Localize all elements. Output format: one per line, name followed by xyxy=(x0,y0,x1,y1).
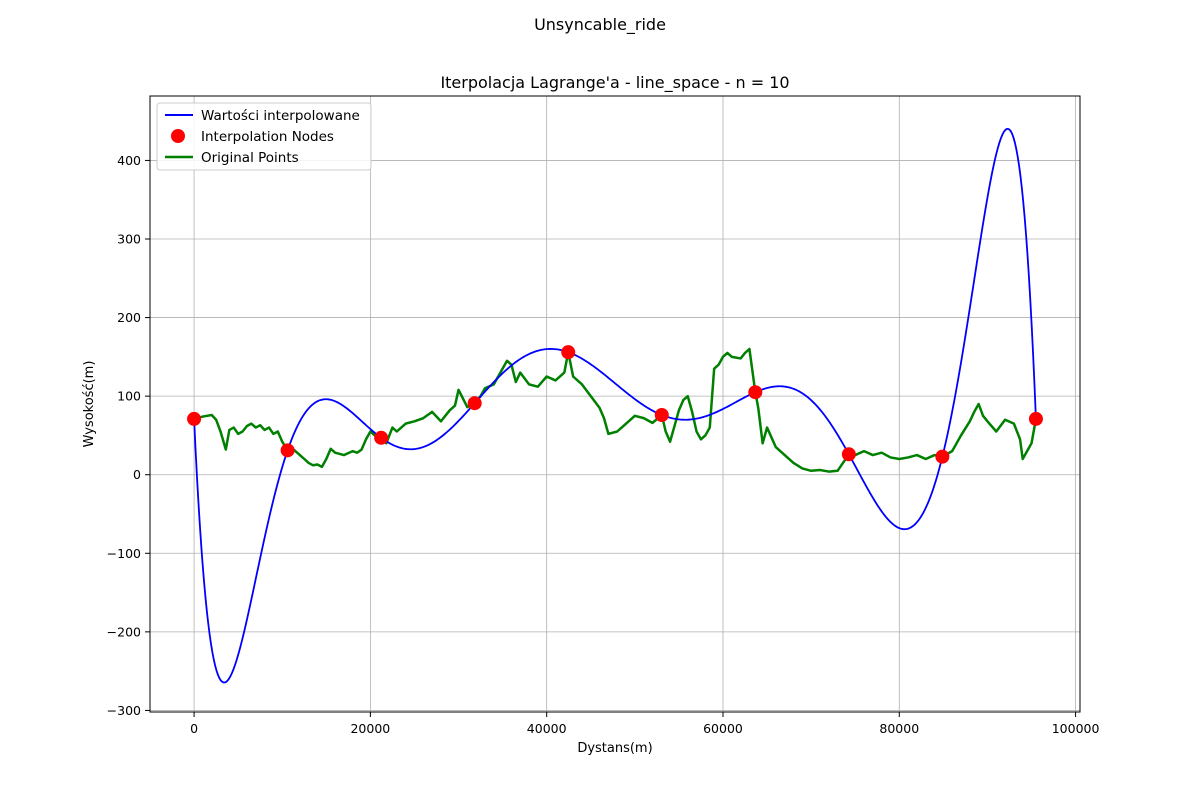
series-interpolated-line xyxy=(193,127,1037,684)
y-tick-label: 100 xyxy=(117,389,141,404)
x-axis-label: Dystans(m) xyxy=(577,741,652,756)
y-tick-label: −100 xyxy=(107,546,141,561)
y-tick-label: 200 xyxy=(117,310,141,325)
legend-frame xyxy=(156,102,372,171)
interpolation-node xyxy=(1028,411,1043,426)
y-tick-label: 0 xyxy=(133,467,141,482)
y-tick-label: −300 xyxy=(107,703,141,718)
interpolation-node xyxy=(187,411,202,426)
legend-label-interpolated: Wartości interpolowane xyxy=(201,108,360,124)
interpolation-node xyxy=(280,443,295,458)
interpolation-node xyxy=(374,430,389,445)
series-original-points-line xyxy=(193,347,1038,473)
interpolation-node xyxy=(841,447,856,462)
legend-label-nodes: Interpolation Nodes xyxy=(201,129,334,145)
ticks: 0 20000 40000 60000 80000 100000 −300 −200 −100 0… xyxy=(107,153,1100,736)
interpolation-node xyxy=(935,449,950,464)
y-tick-label: −200 xyxy=(107,624,141,639)
x-tick-label: 80000 xyxy=(879,721,919,736)
legend-swatch-nodes xyxy=(171,129,185,143)
figure-suptitle: Unsyncable_ride xyxy=(534,15,666,35)
chart-title: Iterpolacja Lagrange'a - line_space - n … xyxy=(440,73,789,93)
legend: Wartości interpolowane Interpolation Nod… xyxy=(156,102,372,171)
plot-frame xyxy=(149,95,1081,713)
x-tick-label: 60000 xyxy=(703,721,743,736)
grid xyxy=(150,96,1080,712)
interpolation-node xyxy=(654,408,669,422)
series-layer xyxy=(187,127,1043,684)
interpolation-node xyxy=(561,345,576,360)
legend-label-original: Original Points xyxy=(201,150,299,166)
x-tick-label: 20000 xyxy=(350,721,390,736)
interpolation-node xyxy=(748,385,763,400)
y-tick-label: 400 xyxy=(117,153,141,168)
y-axis-label: Wysokość(m) xyxy=(82,361,97,448)
x-tick-label: 40000 xyxy=(527,721,567,736)
y-tick-label: 300 xyxy=(117,232,141,247)
x-tick-label: 0 xyxy=(190,721,198,736)
interpolation-node xyxy=(467,396,482,411)
x-tick-label: 100000 xyxy=(1052,721,1100,736)
